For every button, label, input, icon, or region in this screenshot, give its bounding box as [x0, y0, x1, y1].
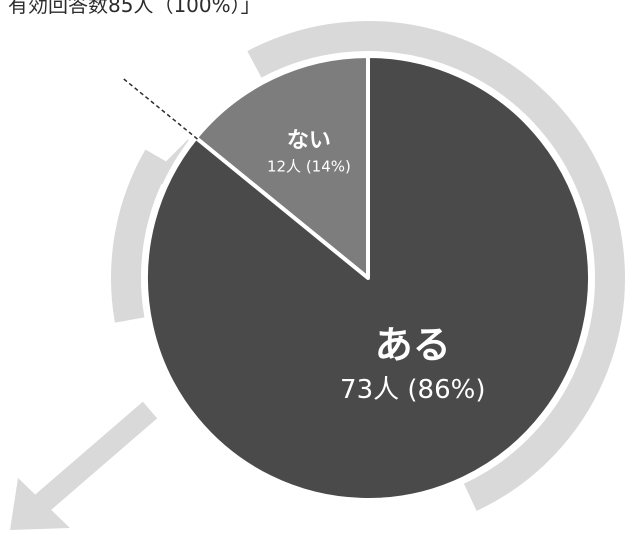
- slice-value-label: 12人 (14%): [267, 158, 351, 176]
- pie-slice-aru: [144, 54, 592, 502]
- pie-slice-nai: [193, 54, 370, 280]
- pie-slices: [142, 52, 594, 504]
- arrow-arc: [247, 21, 625, 511]
- slice-category-label: ない: [287, 129, 331, 154]
- slice-category-label: ある: [375, 323, 451, 367]
- arrow-arc-upper: [111, 149, 172, 323]
- response-count-header: 有効回答数85人（100%）」: [8, 0, 261, 17]
- pie-labels: ない 12人 (14%) ある 73人 (86%): [121, 77, 485, 405]
- curved-arrow-decoration: [10, 21, 625, 530]
- leader-line: [121, 77, 198, 140]
- arrowhead-lower: [10, 478, 70, 530]
- slice-value-label: 73人 (86%): [340, 375, 485, 405]
- arrow-tail: [32, 401, 158, 514]
